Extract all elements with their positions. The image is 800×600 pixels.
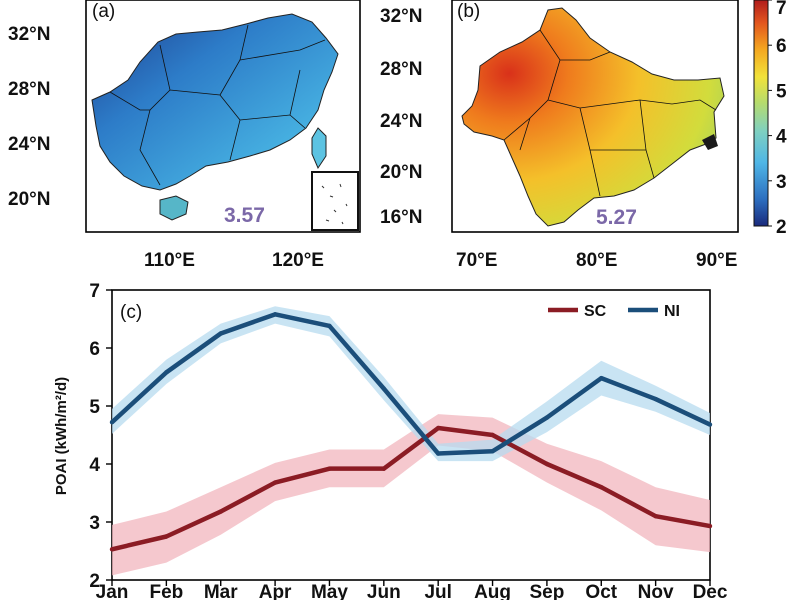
data-point-ni [707,422,713,427]
x-tick-label: Dec [693,582,728,600]
data-point-ni [109,420,115,425]
data-point-sc [544,461,550,467]
map-panel-a: (a) 3.57 32°N 28°N 24°N 20°N 110°E 120°E [8,0,361,271]
hainan-island [159,195,189,221]
map-panel-b: (b) 5.27 32°N 28°N 24°N 20°N 16°N 70°E 8… [380,0,739,271]
data-point-sc [653,514,658,519]
series-lines [109,312,713,552]
x-tick-label: Mar [204,582,238,600]
data-point-sc [381,466,387,471]
panel-b-mean-value: 5.27 [596,206,637,229]
data-point-sc [599,485,604,490]
line-chart-c: (c) POAI (kWh/m²/d) 2 3 4 5 6 7 Jan Feb Mar Apr M… [53,281,728,600]
data-point-ni [381,386,387,391]
x-axis-ticks: Jan Feb Mar Apr May Jun Jul Aug Sep Oct Nov Dec [96,580,728,600]
lat-tick-label-a: 20°N [8,189,50,210]
data-point-ni [164,370,169,375]
south-china-sea-inset [311,171,359,231]
data-point-ni [599,375,604,381]
y-tick-label: 4 [89,455,100,476]
data-point-ni [218,331,223,336]
lat-tick-label-b: 24°N [380,111,422,132]
lon-tick-label-b: 80°E [576,250,617,271]
series-line-ni [110,312,711,456]
lat-tick-label-b: 20°N [380,162,422,183]
lat-tick-label-b: 32°N [380,6,422,27]
legend: SC NI [548,303,680,320]
province-borders-a [109,24,326,186]
taiwan-island [311,127,327,170]
data-point-sc [218,509,223,514]
lat-tick-label-a: 24°N [8,134,50,155]
colorbar-gradient [753,0,769,227]
x-tick-label: Jul [424,582,451,600]
data-point-sc [109,547,115,552]
colorbar-tick-label: 4 [776,127,787,148]
x-tick-label: Sep [529,582,564,600]
data-point-ni [544,415,550,420]
colorbar: 7 6 5 4 3 2 [753,0,787,238]
panel-c-label: (c) [120,302,142,323]
data-point-ni [272,312,278,317]
lat-tick-label-a: 32°N [8,24,50,45]
data-point-sc [707,523,713,529]
lon-tick-label-a: 120°E [272,250,324,271]
lon-tick-label-a: 110°E [144,250,195,271]
y-tick-label: 3 [89,513,100,534]
legend-label-ni: NI [664,303,680,320]
data-point-sc [327,466,332,471]
data-point-sc [490,432,495,438]
colorbar-tick-label: 5 [776,81,787,102]
y-axis-label: POAI (kWh/m²/d) [53,377,70,495]
panel-a-mean-value: 3.57 [224,204,265,227]
state-borders-b [503,29,717,197]
x-tick-label: Jan [96,582,129,600]
lat-tick-label-b: 16°N [380,207,422,228]
data-point-sc [164,534,169,539]
band-ni [112,306,710,462]
confidence-bands [112,306,710,576]
lat-tick-label-b: 28°N [380,59,422,80]
x-tick-label: Nov [638,582,674,600]
data-point-sc [272,480,278,485]
colorbar-tick-label: 7 [776,0,787,19]
data-point-ni [490,449,495,454]
legend-label-sc: SC [584,303,607,320]
data-point-sc [435,425,441,431]
panel-b-label: (b) [457,1,480,22]
x-tick-label: May [311,582,348,600]
y-tick-label: 5 [89,397,100,418]
panel-a-label: (a) [92,1,115,22]
lat-tick-label-a: 28°N [8,79,50,100]
data-point-ni [653,396,658,402]
y-axis-ticks: 2 3 4 5 6 7 [89,281,112,592]
x-tick-label: Oct [585,582,617,600]
y-tick-label: 2 [89,571,100,592]
colorbar-tick-label: 3 [776,172,787,193]
series-line-sc [111,425,711,552]
y-tick-label: 7 [89,281,100,302]
x-tick-label: Aug [474,582,511,600]
data-point-ni [327,323,332,329]
south-china-region [91,13,339,191]
map-a-frame [85,0,361,233]
y-tick-label: 6 [89,339,100,360]
map-b-frame [451,0,739,233]
x-tick-label: Jun [367,582,401,600]
north-india-region [461,7,725,227]
x-tick-label: Feb [149,582,183,600]
band-sc [112,414,710,576]
colorbar-tick-label: 6 [776,36,787,57]
colorbar-tick-label: 2 [776,217,787,238]
colorbar-ticks: 7 6 5 4 3 2 [768,0,787,238]
inset-islands [321,183,348,225]
data-point-ni [435,451,441,456]
x-tick-label: Apr [259,582,292,600]
lon-tick-label-b: 70°E [456,250,497,271]
lon-tick-label-b: 90°E [696,250,737,271]
sundarbans-patch [702,134,718,150]
